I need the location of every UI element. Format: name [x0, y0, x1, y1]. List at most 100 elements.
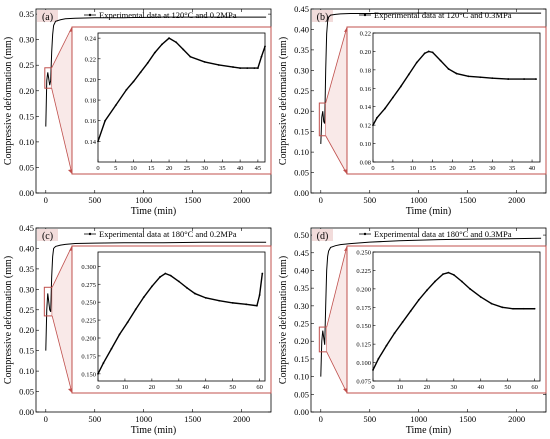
panel-a: 0.000.050.100.150.200.250.300.350 500 1000… [3, 8, 272, 217]
inset-y-tick-label: 0.275 [81, 282, 96, 289]
panel-c: 0.00 0.05 0.10 0.15 0.20 0.25 0.30 0.35 0.40 0.45… [3, 223, 272, 436]
inset-x-tick-label: 0 [371, 384, 374, 391]
y-tick-label: 0.10 [19, 366, 34, 376]
inset-x-tick-label: 40 [477, 384, 484, 391]
inset-y-tick-label: 0.175 [356, 305, 371, 312]
inset-point [479, 296, 482, 298]
inset-point [423, 52, 426, 55]
y-tick-label: 0.30 [294, 301, 309, 311]
inset-x-tick-label: 15 [429, 165, 436, 172]
y-axis-label: Compressive deformation (mm) [278, 37, 289, 165]
x-tick-label: 2000 [508, 414, 525, 424]
inset-frame [346, 245, 547, 394]
inset-y-tick-label: 0.14 [85, 139, 97, 146]
zoom-connector [51, 245, 73, 288]
x-axis-label: Time (min) [406, 425, 451, 436]
inset-point [452, 273, 455, 276]
legend-marker [363, 13, 367, 17]
y-tick-label: 0.15 [294, 354, 309, 364]
inset-plot-frame [372, 251, 541, 382]
inset-point [261, 272, 264, 275]
y-tick-label: 0.15 [19, 346, 34, 356]
inset-x-tick-label: 20 [149, 384, 156, 391]
inset-point [417, 299, 420, 301]
inset-point [134, 308, 137, 311]
inset-x-tick-label: 35 [219, 165, 226, 172]
zoom-connector [51, 315, 73, 394]
inset-point [139, 71, 142, 74]
inset-point [125, 88, 128, 91]
inset-x-tick-label: 40 [529, 165, 536, 172]
inset-x-tick-label: 10 [397, 384, 404, 391]
panel-b: 0.00 0.05 0.10 0.15 0.20 0.25 0.30 0.35 0.40 0.45… [278, 4, 547, 217]
x-axis-label: Time (min) [131, 206, 176, 217]
inset-point [217, 64, 220, 66]
inset-point [245, 303, 248, 306]
inset-x-tick-label: 30 [451, 384, 458, 391]
inset-x-tick-label: 5 [114, 165, 117, 172]
inset-x-tick-label: 30 [489, 165, 496, 172]
inset-point [246, 67, 249, 69]
x-tick-label: 1000 [410, 414, 427, 424]
zoom-connector [325, 26, 348, 104]
y-tick-label: 0.20 [294, 336, 309, 346]
inset-point [522, 307, 525, 310]
inset-point [177, 280, 180, 283]
y-tick-label: 0.50 [294, 230, 309, 240]
panel-label-bg [37, 10, 58, 22]
inset-x-tick-label: 0 [371, 165, 374, 172]
zoom-connector [51, 88, 73, 175]
inset-point [455, 72, 458, 75]
legend-marker [88, 13, 92, 17]
inset-y-tick-label: 0.08 [360, 160, 371, 167]
inset-x-tick-label: 60 [531, 384, 538, 391]
y-tick-label: 0.10 [19, 137, 34, 147]
inset-point [479, 76, 482, 79]
panel-label: (a) [42, 12, 53, 23]
inset-point [104, 119, 107, 122]
inset-y-tick-label: 0.250 [356, 250, 371, 257]
y-tick-label: 0.30 [19, 284, 34, 294]
inset-point [118, 333, 121, 336]
inset-frame [71, 26, 272, 175]
inset-y-tick-label: 0.18 [85, 98, 96, 105]
inset-point [415, 61, 418, 64]
inset-point [264, 45, 266, 48]
y-tick-label: 0.25 [294, 319, 309, 329]
inset-point [439, 59, 442, 62]
y-tick-label: 0.35 [294, 283, 309, 293]
x-tick-label: 500 [88, 195, 101, 205]
y-tick-label: 0.20 [294, 106, 309, 116]
y-tick-label: 0.40 [294, 265, 309, 275]
inset-point [460, 280, 463, 283]
inset-x-tick-label: 25 [184, 165, 191, 172]
inset-point [535, 78, 537, 80]
inset-frame [346, 26, 547, 175]
inset-point [169, 274, 172, 277]
inset-y-tick-label: 0.10 [360, 141, 371, 148]
inset-y-tick-label: 0.150 [81, 371, 96, 378]
inset-point [194, 292, 196, 295]
inset-point [391, 96, 394, 99]
x-tick-label: 2000 [508, 195, 525, 205]
y-tick-label: 0.25 [19, 305, 34, 315]
y-tick-label: 0.40 [19, 243, 34, 253]
inset-y-tick-label: 0.20 [85, 77, 96, 84]
inset-x-tick-label: 20 [449, 165, 456, 172]
inset-point [256, 67, 259, 69]
y-tick-label: 0.35 [19, 264, 34, 274]
inset-point [393, 332, 396, 334]
inset-y-tick-label: 0.16 [85, 118, 97, 125]
inset-point [507, 78, 510, 80]
y-tick-label: 0.15 [294, 127, 309, 137]
inset-point [260, 55, 263, 58]
series-line [320, 12, 542, 144]
inset-point [182, 48, 185, 51]
zoom-connector-shade [326, 246, 347, 393]
inset-series-line [97, 37, 266, 142]
x-tick-label: 500 [88, 414, 101, 424]
x-axis-label: Time (min) [131, 425, 176, 436]
y-tick-label: 0.20 [19, 86, 34, 96]
inset-point [512, 307, 514, 310]
inset-point [153, 51, 156, 54]
